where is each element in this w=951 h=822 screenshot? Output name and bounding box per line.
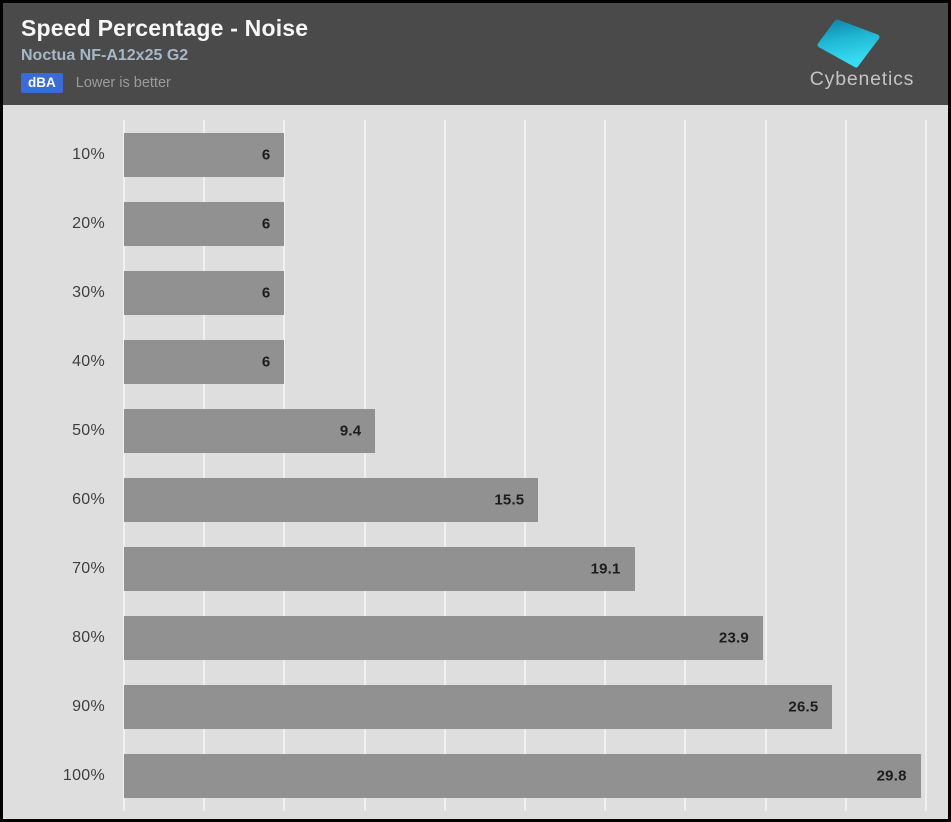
cybenetics-logo-icon: Cybenetics bbox=[810, 19, 914, 90]
bar: 6 bbox=[124, 339, 285, 384]
meta-row: dBA Lower is better bbox=[21, 72, 930, 94]
bar-row: 20% 6 bbox=[3, 189, 926, 258]
bar-row: 80% 23.9 bbox=[3, 604, 926, 673]
bar: 23.9 bbox=[124, 616, 763, 661]
category-label: 20% bbox=[72, 214, 105, 232]
gridline bbox=[764, 120, 767, 811]
bar-row: 100% 29.8 bbox=[3, 742, 926, 811]
bar-row: 30% 6 bbox=[3, 258, 926, 327]
category-label: 40% bbox=[72, 352, 105, 370]
logo-wordmark: Cybenetics bbox=[810, 68, 914, 90]
value-label: 29.8 bbox=[876, 767, 907, 785]
logo-parallelogram-icon bbox=[817, 19, 880, 68]
bar: 29.8 bbox=[124, 754, 921, 799]
category-label: 80% bbox=[72, 629, 105, 647]
bar-track: 6 bbox=[124, 201, 926, 246]
value-label: 19.1 bbox=[590, 560, 621, 578]
category-label: 10% bbox=[72, 145, 105, 163]
bar-row: 60% 15.5 bbox=[3, 465, 926, 534]
value-label: 23.9 bbox=[718, 629, 749, 647]
gridline bbox=[925, 120, 927, 811]
bar-track: 6 bbox=[124, 132, 926, 177]
bar: 15.5 bbox=[124, 478, 539, 523]
value-label: 6 bbox=[261, 353, 271, 371]
gridline bbox=[283, 120, 286, 811]
bar: 9.4 bbox=[124, 408, 376, 453]
bar: 26.5 bbox=[124, 685, 833, 730]
bar-row: 90% 26.5 bbox=[3, 673, 926, 742]
category-label: 50% bbox=[72, 421, 105, 439]
bar-row: 40% 6 bbox=[3, 327, 926, 396]
gridlines bbox=[123, 120, 927, 811]
unit-badge: dBA bbox=[21, 72, 63, 94]
value-label: 9.4 bbox=[339, 422, 362, 440]
value-label: 26.5 bbox=[788, 698, 819, 716]
chart-title: Speed Percentage - Noise bbox=[21, 15, 309, 41]
bar: 19.1 bbox=[124, 547, 635, 592]
bar: 6 bbox=[124, 132, 285, 177]
chart-header: Speed Percentage - Noise Noctua NF-A12x2… bbox=[3, 3, 948, 105]
bar-row: 50% 9.4 bbox=[3, 396, 926, 465]
gridline bbox=[844, 120, 847, 811]
gridline bbox=[203, 120, 206, 811]
bar-track: 6 bbox=[124, 270, 926, 315]
bar-rows: 10% 6 20% 6 30% 6 40% 6 50% 9.4 60% 15.5 70% 19.1 80% 2… bbox=[3, 120, 926, 811]
category-label: 100% bbox=[62, 767, 105, 785]
bar-track: 19.1 bbox=[124, 547, 926, 592]
bar: 6 bbox=[124, 270, 285, 315]
bar-row: 10% 6 bbox=[3, 120, 926, 189]
bar-track: 15.5 bbox=[124, 478, 926, 523]
bar-track: 6 bbox=[124, 339, 926, 384]
bar-track: 26.5 bbox=[124, 685, 926, 730]
bar: 6 bbox=[124, 201, 285, 246]
category-label: 30% bbox=[72, 283, 105, 301]
value-label: 6 bbox=[261, 215, 271, 233]
bar-row: 70% 19.1 bbox=[3, 535, 926, 604]
bar-track: 9.4 bbox=[124, 408, 926, 453]
value-label: 6 bbox=[261, 284, 271, 302]
value-label: 15.5 bbox=[494, 491, 525, 509]
category-label: 60% bbox=[72, 491, 105, 509]
bar-track: 23.9 bbox=[124, 616, 926, 661]
cybenetics-logo: Cybenetics bbox=[804, 11, 936, 99]
value-label: 6 bbox=[261, 146, 271, 164]
chart-subtitle: Noctua NF-A12x25 G2 bbox=[21, 47, 189, 65]
category-label: 70% bbox=[72, 560, 105, 578]
gridline bbox=[524, 120, 526, 811]
category-label: 90% bbox=[72, 698, 105, 716]
gridline bbox=[123, 120, 125, 811]
gridline bbox=[363, 120, 366, 811]
gridline bbox=[443, 120, 446, 811]
lower-is-better-note: Lower is better bbox=[75, 75, 171, 92]
gridline bbox=[604, 120, 607, 811]
bar-chart: 10% 6 20% 6 30% 6 40% 6 50% 9.4 60% 15.5 70% 19.1 80% 2… bbox=[3, 105, 948, 819]
gridline bbox=[684, 120, 687, 811]
bar-track: 29.8 bbox=[124, 754, 926, 799]
